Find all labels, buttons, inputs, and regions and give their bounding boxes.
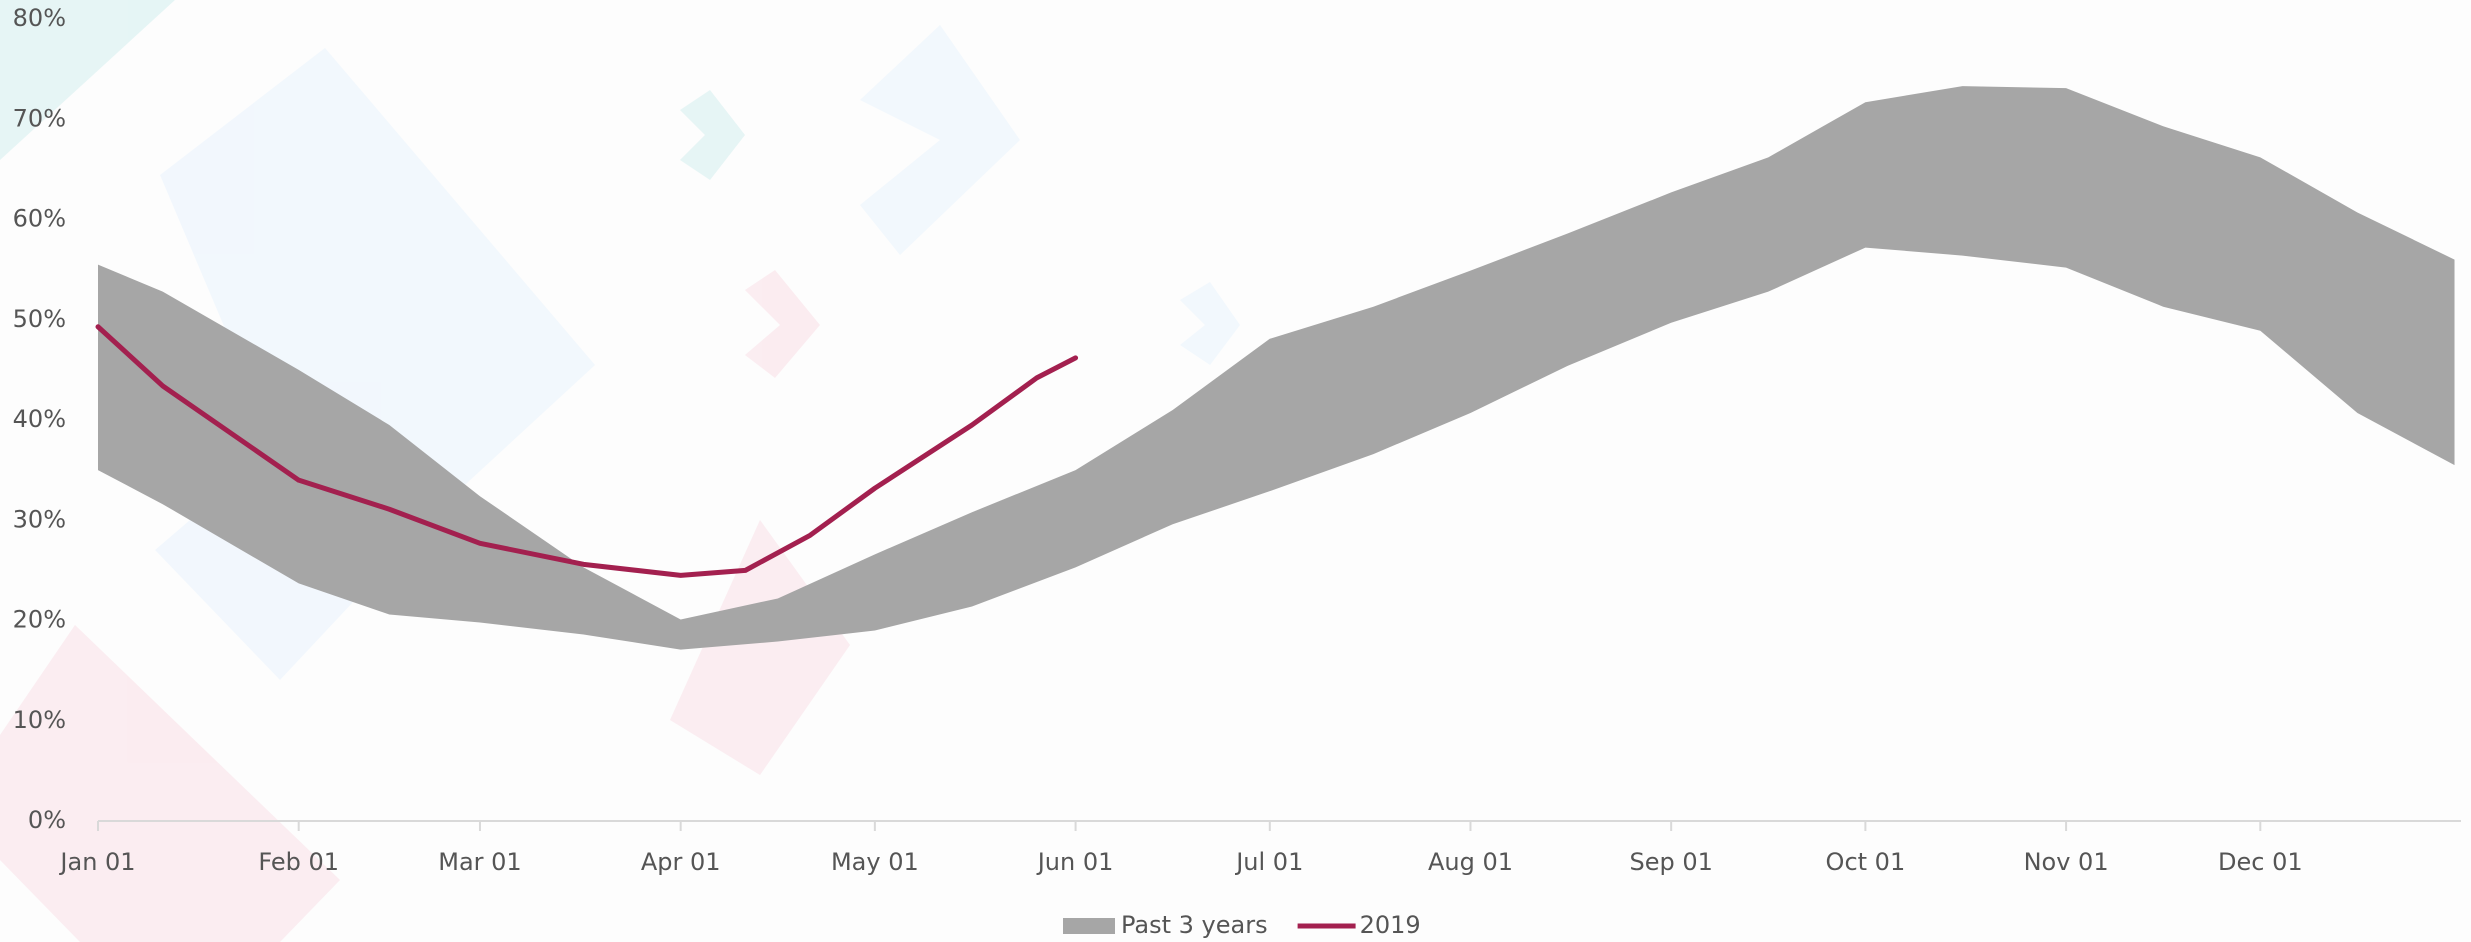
y-tick-label: 70% [13, 104, 66, 132]
x-tick-label: Nov 01 [2024, 848, 2109, 876]
y-tick-label: 0% [28, 806, 66, 834]
y-tick-label: 50% [13, 305, 66, 333]
legend-label: Past 3 years [1121, 911, 1268, 939]
plot-area: 0% 10% 20% 30% 40% 50% 60% 70% 80% Jan 01 Feb 01 Ma… [13, 4, 2461, 876]
x-tick-label: Jan 01 [58, 848, 135, 876]
x-tick-label: Jun 01 [1036, 848, 1114, 876]
line-series [95, 324, 1079, 578]
x-tick-label: Feb 01 [258, 848, 339, 876]
background-decoration [0, 0, 1240, 942]
x-tick-label: May 01 [831, 848, 919, 876]
x-tick-label: Aug 01 [1428, 848, 1513, 876]
y-tick-label: 60% [13, 205, 66, 233]
x-tick-label: Dec 01 [2218, 848, 2303, 876]
y-tick-label: 80% [13, 4, 66, 32]
y-tick-label: 20% [13, 606, 66, 634]
x-tick-label: Mar 01 [438, 848, 521, 876]
legend-swatch [1063, 918, 1115, 934]
legend: Past 3 years 2019 [1063, 911, 1421, 939]
y-tick-label: 40% [13, 405, 66, 433]
y-tick-label: 30% [13, 505, 66, 533]
x-tick-label: Apr 01 [641, 848, 721, 876]
x-tick-label: Jul 01 [1234, 848, 1303, 876]
range-band [98, 86, 2455, 650]
x-tick-label: Oct 01 [1826, 848, 1906, 876]
x-tick-label: Sep 01 [1629, 848, 1712, 876]
y-tick-label: 10% [13, 706, 66, 734]
legend-label: 2019 [1360, 911, 1421, 939]
